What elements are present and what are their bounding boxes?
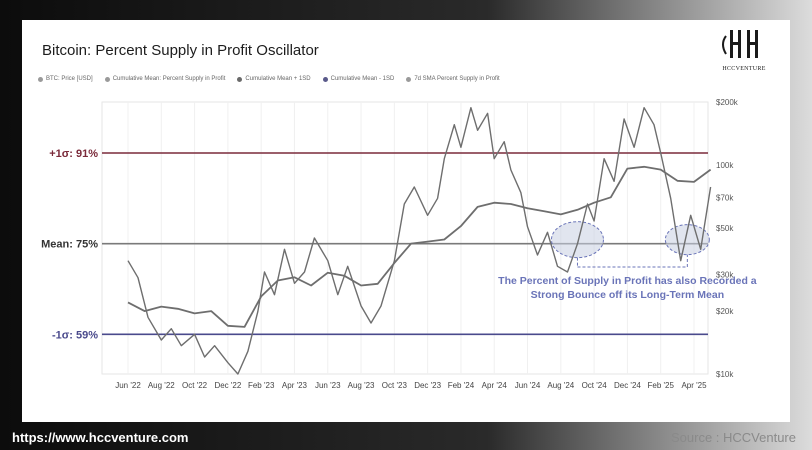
x-tick-label: Feb '23 (248, 381, 275, 390)
x-tick-label: Dec '24 (614, 381, 641, 390)
legend-label: Cumulative Mean: Percent Supply in Profi… (112, 76, 226, 82)
chart-title: Bitcoin: Percent Supply in Profit Oscill… (42, 42, 319, 59)
left-axis-label: -1σ: 59% (52, 329, 98, 341)
x-tick-label: Jun '24 (515, 381, 541, 390)
legend-item-plus-1sd: Cumulative Mean + 1SD (237, 76, 311, 82)
annotation-text-line: Strong Bounce off its Long-Term Mean (531, 289, 724, 301)
legend-dot-icon (406, 76, 412, 82)
legend-dot-icon (104, 76, 110, 82)
x-tick-label: Apr '25 (681, 381, 707, 390)
footer-source: Source : HCCVenture (670, 430, 796, 445)
x-tick-label: Apr '23 (282, 381, 308, 390)
supply-in-profit-line (127, 106, 712, 375)
right-tick-label: $200k (716, 98, 739, 107)
x-tick-label: Feb '25 (647, 381, 674, 390)
legend-dot-icon (38, 76, 43, 82)
highlight-ellipse (550, 221, 604, 259)
right-tick-label: $20k (716, 307, 734, 316)
legend-dot-icon (237, 76, 243, 82)
legend-item-minus-1sd: Cumulative Mean - 1SD (322, 76, 395, 82)
annotation-text-line: The Percent of Supply in Profit has also… (498, 275, 757, 287)
right-tick-label: $30k (716, 270, 734, 279)
footer-url[interactable]: https://www.hccventure.com (12, 430, 189, 445)
x-tick-label: Oct '22 (182, 381, 208, 390)
x-tick-label: Feb '24 (448, 381, 475, 390)
x-tick-label: Jun '22 (115, 381, 141, 390)
chart-card: Bitcoin: Percent Supply in Profit Oscill… (22, 20, 790, 422)
legend-label: Cumulative Mean + 1SD (245, 76, 311, 82)
x-tick-label: Oct '23 (382, 381, 408, 390)
chart-plot: +1σ: 91% Mean: 75% -1σ: 59% $200k 100k $70k $… (41, 98, 757, 390)
left-axis-label: +1σ: 91% (49, 148, 98, 160)
x-tick-label: Aug '22 (148, 381, 175, 390)
x-tick-label: Dec '22 (214, 381, 241, 390)
plot-frame (101, 101, 709, 375)
right-tick-label: 100k (716, 161, 734, 170)
x-tick-label: Jun '23 (315, 381, 341, 390)
btc-price-line (127, 165, 712, 328)
x-tick-label: Apr '24 (482, 381, 508, 390)
hccventure-logo: HCCVENTURE (716, 26, 772, 72)
legend-item-price: BTC: Price [USD] (38, 76, 93, 82)
x-tick-label: Dec '23 (414, 381, 441, 390)
legend-label: Cumulative Mean - 1SD (330, 76, 395, 82)
logo-text: HCCVENTURE (722, 66, 766, 72)
right-tick-label: $50k (716, 224, 734, 233)
right-tick-label: $10k (716, 370, 734, 379)
legend-item-sma: 7d SMA Percent Supply in Profit (406, 76, 500, 82)
right-tick-label: $70k (716, 193, 734, 202)
legend-item-mean: Cumulative Mean: Percent Supply in Profi… (104, 76, 226, 82)
left-axis-label: Mean: 75% (41, 239, 98, 251)
legend-label: 7d SMA Percent Supply in Profit (414, 76, 500, 82)
x-tick-label: Oct '24 (582, 381, 608, 390)
x-tick-label: Aug '24 (547, 381, 574, 390)
logo-mark-icon (722, 30, 758, 58)
x-tick-label: Aug '23 (348, 381, 375, 390)
legend-dot-icon (322, 76, 328, 82)
chart-legend: BTC: Price [USD] Cumulative Mean: Percen… (38, 76, 500, 82)
legend-label: BTC: Price [USD] (46, 76, 93, 82)
